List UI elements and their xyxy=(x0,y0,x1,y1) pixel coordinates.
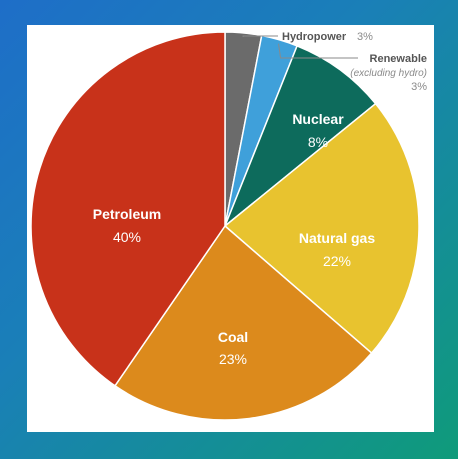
slice-value-nuclear: 8% xyxy=(308,134,328,150)
pie-slices xyxy=(30,31,420,421)
callout-leaders xyxy=(242,35,358,59)
pie-slice-nuclear xyxy=(223,44,377,229)
callout-sublabel-renewable: (excluding hydro) xyxy=(350,68,427,79)
slice-value-coal: 23% xyxy=(219,351,247,367)
leader-line-renewable xyxy=(278,43,358,59)
slice-label-natural-gas: Natural gas xyxy=(299,230,375,246)
pie-slice-coal xyxy=(113,224,373,421)
callout-label-renewable: Renewable xyxy=(370,53,427,65)
slice-label-coal: Coal xyxy=(218,329,248,345)
callout-value-hydropower: 3% xyxy=(357,31,373,43)
slice-value-petroleum: 40% xyxy=(113,229,141,245)
pie-labels: Nuclear 8% Natural gas 22% Coal 23% Petr… xyxy=(93,31,427,367)
pie-slice-natural-gas xyxy=(223,102,420,355)
callout-label-hydropower: Hydropower xyxy=(282,31,347,43)
pie-slice-petroleum xyxy=(30,31,226,387)
callout-value-renewable: 3% xyxy=(411,81,427,93)
slice-value-natural-gas: 22% xyxy=(323,253,351,269)
slice-label-petroleum: Petroleum xyxy=(93,206,161,222)
slice-label-nuclear: Nuclear xyxy=(292,111,344,127)
leader-line-hydropower xyxy=(242,35,278,37)
